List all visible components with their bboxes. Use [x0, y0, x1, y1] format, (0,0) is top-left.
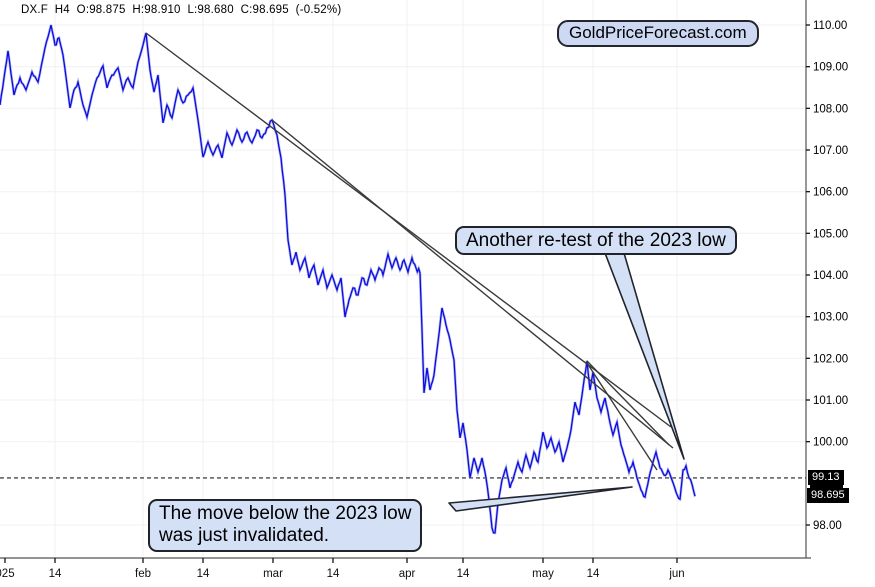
annotation-retest-box[interactable]: Another re-test of the 2023 low: [455, 226, 737, 255]
occluded-price-tag: [810, 484, 843, 489]
price-axis-label: 98.00: [813, 520, 842, 532]
annotation-invalidated-box[interactable]: The move below the 2023 low was just inv…: [148, 499, 423, 552]
annotation-invalidated-line1: The move below the 2023 low: [159, 503, 412, 524]
trendline: [145, 32, 672, 428]
date-axis-label: mar: [263, 568, 283, 580]
price-axis-label: 102.00: [813, 353, 848, 365]
price-axis-label: 108.00: [813, 103, 848, 115]
annotation-invalidated-line2: was just invalidated.: [159, 525, 330, 546]
symbol-info: DX.F H4 O:98.875 H:98.910 L:98.680 C:98.…: [21, 4, 342, 16]
date-axis-label: feb: [135, 568, 151, 580]
date-axis-label: 025: [0, 568, 15, 580]
price-axis-label: 110.00: [813, 20, 847, 32]
date-axis-label: 14: [587, 568, 600, 580]
last-price-tag: 98.695: [807, 488, 849, 503]
price-axis-label: 100.00: [813, 437, 848, 449]
price-axis-label: 106.00: [813, 187, 848, 199]
price-axis-label: 105.00: [813, 228, 848, 240]
date-axis-label: may: [532, 568, 554, 580]
price-axis-label: 109.00: [813, 62, 848, 74]
price-line-halo: [0, 24, 697, 535]
trendline: [586, 360, 670, 446]
date-axis-label: 14: [327, 568, 340, 580]
date-axis-label: jun: [668, 568, 684, 580]
date-axis-label: 14: [197, 568, 210, 580]
callout-tail: [448, 486, 633, 512]
annotation-retest-text: Another re-test of the 2023 low: [466, 230, 726, 251]
date-axis-label: 14: [457, 568, 470, 580]
price-axis-label: 107.00: [813, 145, 848, 157]
price-axis-label: 104.00: [813, 270, 848, 282]
dashed-level-price-tag: 99.13: [808, 470, 844, 485]
trendline: [271, 119, 674, 449]
price-axis-label: 103.00: [813, 312, 848, 324]
date-axis-label: apr: [399, 568, 416, 580]
price-axis-label: 101.00: [813, 395, 848, 407]
watermark-badge: GoldPriceForecast.com: [557, 20, 759, 47]
trendline: [586, 362, 658, 471]
price-line: [0, 24, 696, 534]
date-axis-label: 14: [49, 568, 62, 580]
